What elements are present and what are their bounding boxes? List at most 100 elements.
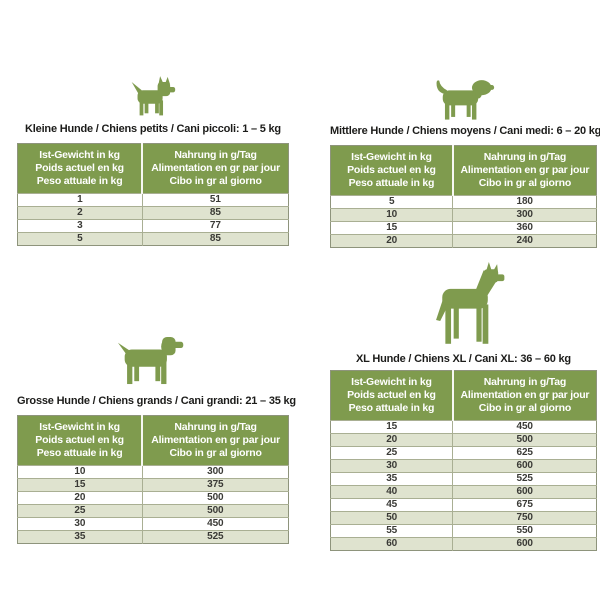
small-dog-illustration [17, 60, 289, 120]
table-row: 10 300 [330, 208, 597, 222]
weight-column-header: Ist-Gewicht in kg Poids actuel en kg Pes… [17, 415, 143, 466]
food-cell: 375 [141, 478, 289, 492]
food-header-de: Nahrung in g/Tag [483, 376, 567, 388]
weight-header-de: Ist-Gewicht in kg [39, 421, 120, 433]
weight-cell: 55 [330, 524, 453, 538]
weight-header-fr: Poids actuel en kg [35, 162, 124, 174]
table-row: 3 77 [17, 219, 289, 233]
table-row: 60 600 [330, 537, 597, 551]
food-header-fr: Alimentation en gr par jour [460, 164, 590, 176]
weight-cell: 60 [330, 537, 453, 551]
weight-header-it: Peso attuale in kg [36, 447, 123, 459]
food-cell: 85 [141, 232, 289, 246]
food-cell: 500 [141, 491, 289, 505]
header-row: Ist-Gewicht in kg Poids actuel en kg Pes… [330, 370, 597, 421]
food-header-it: Cibo in gr al giorno [169, 447, 262, 459]
weight-cell: 50 [330, 511, 453, 525]
food-header-de: Nahrung in g/Tag [483, 151, 567, 163]
feeding-table-small: Ist-Gewicht in kg Poids actuel en kg Pes… [17, 143, 289, 246]
food-column-header: Nahrung in g/Tag Alimentation en gr par … [451, 370, 597, 421]
weight-column-header: Ist-Gewicht in kg Poids actuel en kg Pes… [17, 143, 143, 194]
weight-cell: 30 [17, 517, 143, 531]
weight-cell: 25 [330, 446, 453, 460]
table-row: 35 525 [330, 472, 597, 486]
table-row: 5 180 [330, 195, 597, 209]
weight-cell: 1 [17, 193, 143, 207]
food-header-it: Cibo in gr al giorno [478, 402, 572, 414]
food-cell: 500 [141, 504, 289, 518]
weight-cell: 30 [330, 459, 453, 473]
food-header-de: Nahrung in g/Tag [174, 421, 257, 433]
weight-cell: 25 [17, 504, 143, 518]
weight-cell: 35 [330, 472, 453, 486]
weight-cell: 20 [330, 433, 453, 447]
weight-header-fr: Poids actuel en kg [35, 434, 124, 446]
medium-dog-icon [436, 80, 494, 120]
feeding-table-medium: Ist-Gewicht in kg Poids actuel en kg Pes… [330, 145, 597, 248]
feeding-table-xl: Ist-Gewicht in kg Poids actuel en kg Pes… [330, 370, 597, 551]
food-header-it: Cibo in gr al giorno [169, 175, 262, 187]
table-row: 20 500 [17, 491, 289, 505]
table-row: 15 375 [17, 478, 289, 492]
table-row: 20 240 [330, 234, 597, 248]
weight-cell: 10 [330, 208, 453, 222]
food-column-header: Nahrung in g/Tag Alimentation en gr par … [141, 143, 289, 194]
table-row: 5 85 [17, 232, 289, 246]
weight-cell: 2 [17, 206, 143, 220]
food-header-fr: Alimentation en gr par jour [460, 389, 590, 401]
food-header-fr: Alimentation en gr par jour [151, 162, 280, 174]
table-row: 25 500 [17, 504, 289, 518]
food-cell: 300 [452, 208, 597, 222]
food-cell: 750 [452, 511, 597, 525]
table-row: 30 600 [330, 459, 597, 473]
weight-cell: 20 [330, 234, 453, 248]
food-column-header: Nahrung in g/Tag Alimentation en gr par … [141, 415, 289, 466]
food-cell: 600 [452, 537, 597, 551]
food-header-de: Nahrung in g/Tag [174, 149, 257, 161]
weight-header-de: Ist-Gewicht in kg [351, 376, 432, 388]
weight-header-fr: Poids actuel en kg [347, 164, 436, 176]
food-header-it: Cibo in gr al giorno [478, 177, 572, 189]
food-cell: 360 [452, 221, 597, 235]
weight-header-it: Peso attuale in kg [348, 177, 435, 189]
food-cell: 85 [141, 206, 289, 220]
food-cell: 240 [452, 234, 597, 248]
food-cell: 450 [141, 517, 289, 531]
table-row: 30 450 [17, 517, 289, 531]
header-row: Ist-Gewicht in kg Poids actuel en kg Pes… [330, 145, 597, 196]
table-row: 15 360 [330, 221, 597, 235]
table-row: 20 500 [330, 433, 597, 447]
table-row: 1 51 [17, 193, 289, 207]
weight-cell: 45 [330, 498, 453, 512]
food-cell: 675 [452, 498, 597, 512]
food-cell: 525 [452, 472, 597, 486]
weight-cell: 3 [17, 219, 143, 233]
food-cell: 51 [141, 193, 289, 207]
section-large-dogs: Grosse Hunde / Chiens grands / Cani gran… [17, 326, 296, 544]
table-row: 35 525 [17, 530, 289, 544]
feeding-table-large: Ist-Gewicht in kg Poids actuel en kg Pes… [17, 415, 289, 544]
weight-header-it: Peso attuale in kg [348, 402, 435, 414]
weight-cell: 15 [17, 478, 143, 492]
weight-column-header: Ist-Gewicht in kg Poids actuel en kg Pes… [330, 145, 453, 196]
food-cell: 600 [452, 485, 597, 499]
section-medium-dogs: Mittlere Hunde / Chiens moyens / Cani me… [330, 62, 600, 248]
section-title-small: Kleine Hunde / Chiens petits / Cani picc… [25, 123, 281, 135]
food-cell: 525 [141, 530, 289, 544]
large-dog-illustration [17, 326, 289, 392]
header-row: Ist-Gewicht in kg Poids actuel en kg Pes… [17, 415, 289, 466]
weight-cell: 40 [330, 485, 453, 499]
weight-cell: 15 [330, 221, 453, 235]
food-cell: 500 [452, 433, 597, 447]
weight-cell: 15 [330, 420, 453, 434]
section-xl-dogs: XL Hunde / Chiens XL / Cani XL: 36 – 60 … [330, 260, 597, 551]
weight-header-it: Peso attuale in kg [36, 175, 123, 187]
section-title-medium: Mittlere Hunde / Chiens moyens / Cani me… [330, 125, 600, 137]
weight-cell: 35 [17, 530, 143, 544]
food-cell: 600 [452, 459, 597, 473]
table-row: 15 450 [330, 420, 597, 434]
weight-cell: 5 [17, 232, 143, 246]
food-cell: 625 [452, 446, 597, 460]
small-dog-icon [131, 76, 176, 116]
food-header-fr: Alimentation en gr par jour [151, 434, 280, 446]
